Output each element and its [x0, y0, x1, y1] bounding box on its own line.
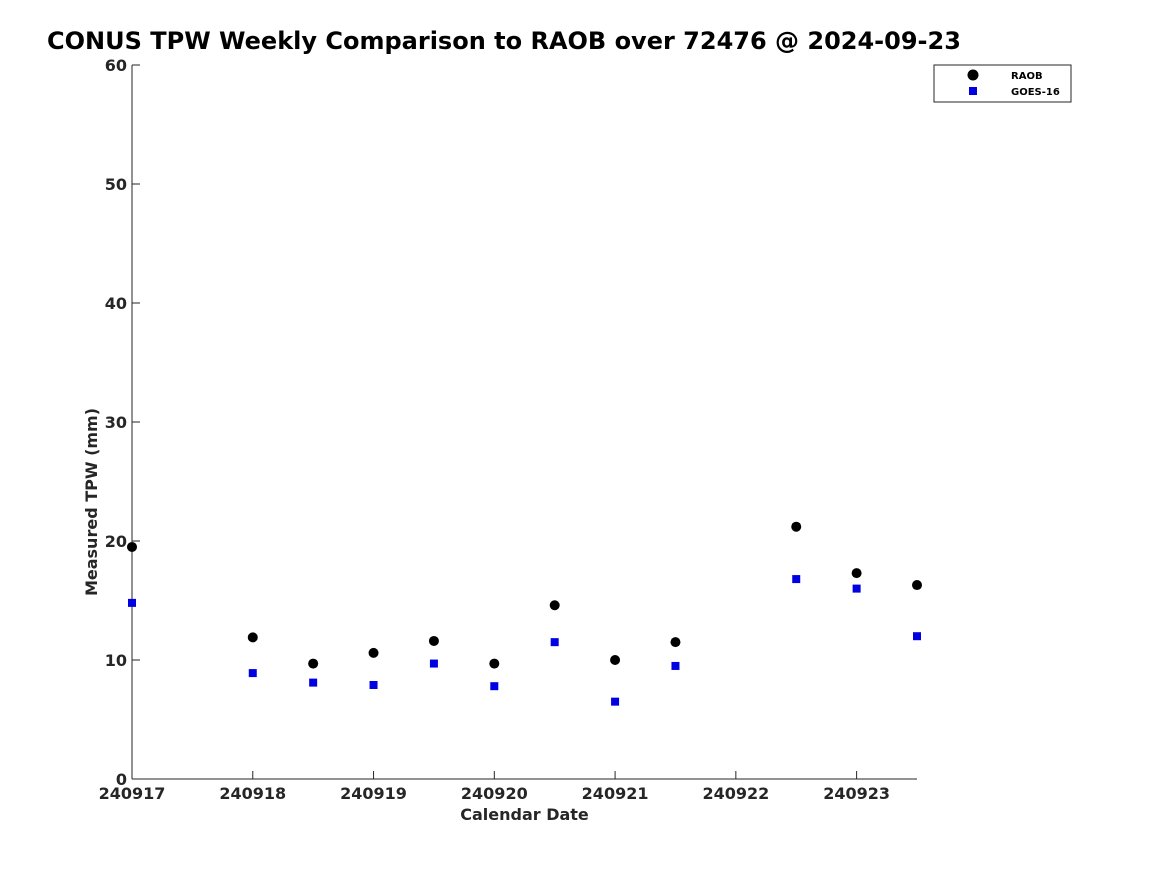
- data-point-raob: [791, 521, 802, 532]
- axes: 0 10 20 30 40 50 60 240917 240918 240919 240920 240…: [82, 56, 917, 824]
- data-marks: [127, 521, 922, 706]
- data-point-goes-16: [792, 575, 801, 584]
- data-point-goes-16: [369, 680, 378, 689]
- x-tick-label: 240921: [582, 784, 649, 803]
- data-point-raob: [368, 647, 379, 658]
- data-point-raob: [489, 658, 500, 669]
- data-point-goes-16: [852, 584, 861, 593]
- legend-label: GOES-16: [1011, 87, 1060, 98]
- data-point-raob: [308, 658, 319, 669]
- data-point-raob: [247, 632, 258, 643]
- x-tick-label: 240922: [702, 784, 769, 803]
- x-tick-label: 240923: [823, 784, 890, 803]
- y-tick-label: 10: [105, 651, 127, 670]
- data-point-goes-16: [671, 661, 680, 670]
- legend-label: RAOB: [1011, 71, 1043, 82]
- y-axis-label: Measured TPW (mm): [82, 408, 101, 596]
- data-point-raob: [549, 600, 560, 611]
- data-point-raob: [851, 568, 862, 579]
- x-tick-label: 240919: [340, 784, 407, 803]
- data-point-raob: [127, 541, 137, 552]
- data-point-goes-16: [128, 598, 136, 607]
- y-tick-label: 50: [105, 175, 127, 194]
- legend-marker-square: [969, 87, 977, 95]
- data-point-goes-16: [309, 678, 318, 687]
- x-tick-label: 240917: [99, 784, 166, 803]
- x-tick-label: 240920: [461, 784, 528, 803]
- x-axis-label: Calendar Date: [460, 805, 589, 824]
- legend-marker-circle: [967, 69, 979, 81]
- data-point-raob: [428, 635, 439, 646]
- data-point-goes-16: [913, 632, 921, 641]
- data-point-goes-16: [611, 697, 620, 706]
- legend-box: [933, 64, 1072, 103]
- data-point-goes-16: [490, 682, 499, 691]
- y-tick-label: 40: [105, 294, 127, 313]
- data-point-raob: [912, 580, 922, 591]
- y-tick-label: 30: [105, 413, 127, 432]
- data-point-goes-16: [429, 659, 438, 668]
- x-tick-label: 240918: [219, 784, 286, 803]
- y-tick-label: 60: [105, 56, 127, 75]
- data-point-goes-16: [550, 638, 559, 647]
- data-point-goes-16: [248, 669, 257, 678]
- y-tick-label: 20: [105, 532, 127, 551]
- legend: RAOB GOES-16: [933, 64, 1072, 103]
- y-tick-label: 0: [116, 770, 127, 789]
- data-point-raob: [670, 637, 681, 648]
- data-point-raob: [610, 655, 621, 665]
- chart-title: CONUS TPW Weekly Comparison to RAOB over…: [47, 27, 961, 55]
